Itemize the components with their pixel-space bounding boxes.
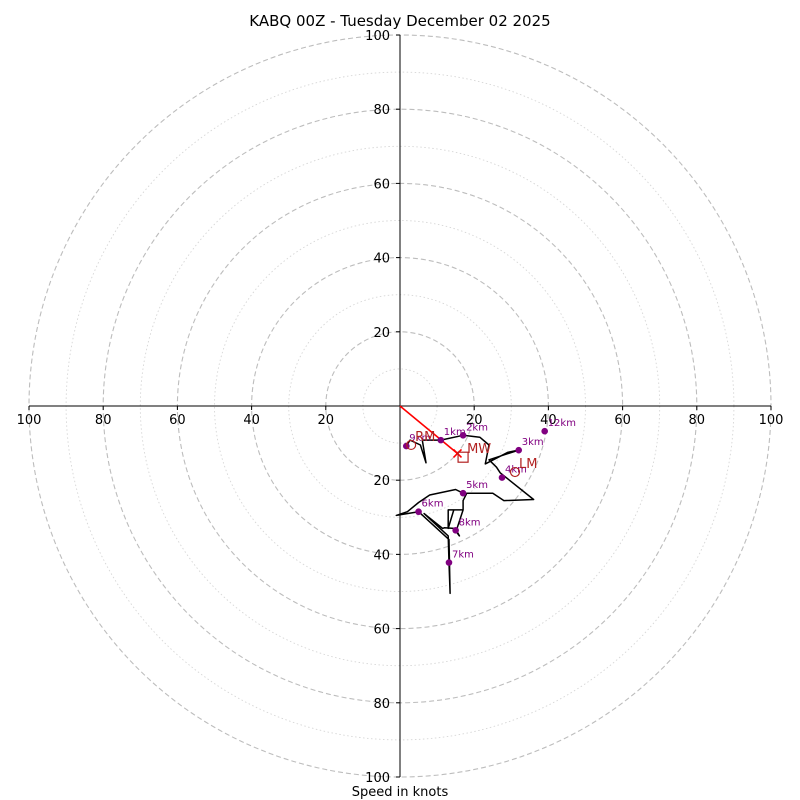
height-marker-dot	[459, 432, 467, 439]
x-tick-label: 100	[17, 413, 42, 428]
y-tick-label: 100	[365, 29, 390, 44]
storm-motion-label: MW	[467, 442, 491, 457]
height-marker-dot	[459, 489, 467, 497]
height-marker-label: 5km	[466, 480, 488, 491]
tick-labels: 100 80 60 40 20 20 40 60 80 100 20 40 60 80 100 20 40 60 8…	[17, 29, 784, 786]
height-marker-label: 6km	[422, 499, 444, 510]
height-marker-dot	[452, 526, 459, 534]
height-marker-label: 4km	[505, 465, 527, 476]
y-tick-label: 100	[365, 771, 390, 786]
height-marker-dot	[415, 508, 422, 516]
height-marker-label: 3km	[522, 437, 544, 448]
height-marker-label: 2km	[466, 422, 488, 433]
x-tick-label: 60	[614, 413, 631, 428]
y-tick-label: 20	[373, 326, 390, 341]
storm-motion-marker	[509, 466, 521, 478]
mean-wind-marker	[457, 451, 469, 463]
storm-motion-label: LM	[519, 457, 537, 472]
x-tick-label: 60	[169, 413, 186, 428]
storm-motion-marker	[406, 439, 417, 451]
height-marker-dot	[541, 427, 548, 435]
x-tick-label: 40	[540, 413, 557, 428]
y-tick-label: 60	[373, 623, 390, 638]
x-axis-label: Speed in knots	[352, 785, 449, 800]
x-tick-label: 80	[689, 413, 706, 428]
height-marker-dot	[498, 474, 506, 481]
wind-trace	[395, 434, 535, 595]
shear-vector-line	[399, 405, 459, 455]
x-tick-label: 20	[466, 413, 483, 428]
hodograph-trace-line	[395, 434, 535, 595]
height-marker-label: 8km	[459, 517, 481, 528]
y-tick-label: 40	[373, 548, 390, 563]
height-marker-label: 1km	[444, 427, 466, 438]
height-marker-dot	[445, 559, 453, 566]
x-tick-label: 20	[318, 413, 335, 428]
y-tick-label: 60	[373, 177, 390, 192]
height-marker-dot	[437, 436, 445, 444]
x-tick-label: 100	[759, 413, 784, 428]
y-tick-label: 40	[373, 252, 390, 267]
chart-title: KABQ 00Z - Tuesday December 02 2025	[249, 12, 550, 30]
height-marker-label: 7km	[452, 550, 474, 561]
height-marker-label: 9km	[409, 433, 431, 444]
height-marker-label: 12km	[548, 418, 576, 429]
y-tick-label: 80	[373, 697, 390, 712]
y-tick-label: 20	[373, 474, 390, 489]
height-marker-dot	[515, 446, 523, 454]
y-tick-label: 80	[373, 103, 390, 118]
storm-motion-label: RM	[415, 430, 435, 445]
x-tick-label: 40	[243, 413, 260, 428]
storm-motion-markers: RM MW LM	[406, 430, 537, 478]
x-tick-label: 80	[95, 413, 112, 428]
